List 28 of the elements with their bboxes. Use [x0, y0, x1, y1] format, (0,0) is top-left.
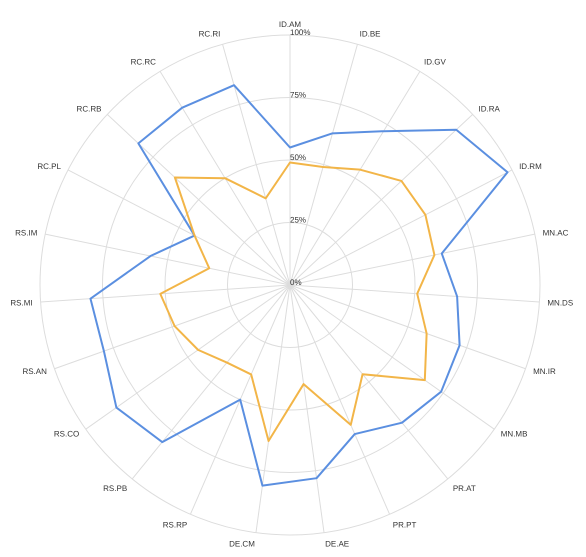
spoke-label: ID.RA [478, 104, 501, 114]
spoke-label: RC.RB [76, 104, 102, 114]
spoke-label: PR.AT [452, 484, 476, 493]
spoke-label: RS.AN [22, 367, 48, 376]
spoke-label: MN.MB [500, 430, 528, 439]
spoke-label: RC.PL [37, 162, 62, 172]
spoke-label: DE.AE [325, 539, 350, 548]
y-tick-label: 50% [290, 153, 306, 162]
spoke-label: RC.RI [198, 30, 220, 39]
spoke-label: RS.IM [15, 228, 38, 238]
spoke-label: MN.IR [533, 367, 556, 376]
y-tick-label: 100% [290, 28, 310, 37]
spoke-label: PR.PT [392, 520, 416, 530]
spoke-label: ID.RM [519, 162, 542, 172]
spoke-label: DE.CM [229, 539, 256, 548]
spoke-label: RS.CO [54, 430, 80, 439]
spoke-label: ID.GV [424, 58, 446, 67]
spoke-label: RC.RC [130, 58, 156, 67]
y-tick-label: 0% [290, 278, 302, 287]
spoke-label: ID.BE [360, 30, 381, 39]
spoke-label: MN.AC [542, 228, 569, 238]
spoke-label: MN.DS [547, 298, 574, 308]
y-tick-label: 75% [290, 90, 306, 100]
spoke-label: RS.MI [10, 298, 33, 308]
y-tick-label: 25% [290, 216, 306, 224]
spoke-label: RS.RP [162, 520, 188, 530]
spoke-label: ID.AM [278, 20, 302, 29]
spoke-label: RS.PB [103, 484, 128, 493]
